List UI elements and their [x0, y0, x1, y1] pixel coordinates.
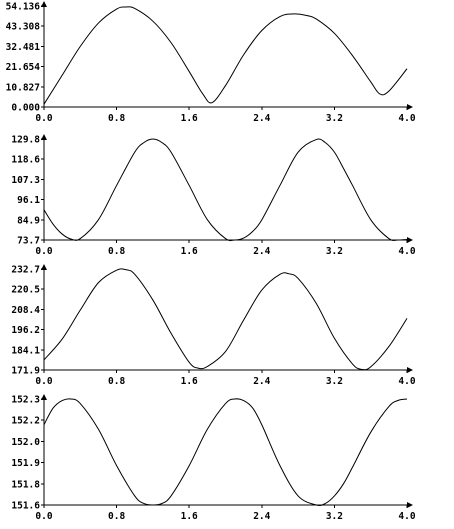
x-axis-arrow-icon [407, 104, 413, 110]
y-tick-label: 84.9 [17, 215, 40, 226]
x-tick-label: 1.6 [181, 376, 198, 387]
x-tick-label: 4.0 [398, 511, 415, 522]
y-tick-label: 107.3 [11, 175, 40, 186]
y-tick-label: 151.6 [11, 501, 40, 512]
x-tick-label: 2.4 [253, 511, 270, 522]
x-tick-label: 0.8 [108, 246, 125, 257]
y-tick-label: 43.308 [6, 22, 41, 33]
x-tick-label: 4.0 [398, 246, 415, 257]
x-tick-label: 4.0 [398, 376, 415, 387]
series-line-3-1 [43, 268, 408, 371]
y-tick-label: 208.4 [11, 305, 40, 316]
y-tick-label: 151.9 [11, 458, 40, 469]
series-line-1-1 [43, 6, 408, 105]
y-tick-label: 152.3 [11, 395, 40, 406]
y-tick-label: 96.1 [17, 195, 40, 206]
x-axis-arrow-icon [407, 237, 413, 243]
y-tick-label: 152.0 [11, 437, 40, 448]
x-tick-label: 3.2 [326, 511, 343, 522]
y-tick-label: 220.5 [11, 285, 40, 296]
x-tick-label: 0.0 [35, 511, 52, 522]
y-tick-label: 10.827 [6, 82, 40, 93]
x-tick-label: 0.8 [108, 113, 125, 124]
x-tick-label: 1.6 [181, 246, 198, 257]
chart-panel-3: 171.9 184.1 196.2 208.4 220.5 232.7 0.0 0.8 1.6 2… [11, 264, 416, 387]
x-tick-label: 0.8 [108, 511, 125, 522]
chart-panel-1: 0.000 10.827 21.654 32.481 43.308 54.136 0.0 0.… [6, 1, 416, 124]
x-tick-label: 3.2 [326, 113, 343, 124]
x-tick-label: 3.2 [326, 246, 343, 257]
y-tick-label: 21.654 [6, 62, 41, 73]
x-axis-arrow-icon [407, 367, 413, 373]
x-tick-label: 0.0 [35, 376, 52, 387]
x-tick-label: 2.4 [253, 246, 270, 257]
x-tick-label: 0.0 [35, 246, 52, 257]
y-tick-label: 171.9 [11, 366, 40, 377]
y-tick-label: 152.2 [11, 416, 40, 427]
chart-panel-4: 151.6 151.8 151.9 152.0 152.2 152.3 0.0 0.8 1.6 2… [11, 394, 416, 522]
y-tick-label: 196.2 [11, 325, 40, 336]
y-tick-label: 32.481 [6, 42, 41, 53]
x-tick-label: 0.8 [108, 376, 125, 387]
x-tick-label: 1.6 [181, 113, 198, 124]
series-line-4-1 [43, 398, 408, 507]
y-tick-label: 0.000 [11, 103, 40, 114]
y-tick-label: 54.136 [6, 2, 41, 13]
x-tick-label: 4.0 [398, 113, 415, 124]
series-line-2-1 [43, 138, 408, 242]
y-tick-label: 118.6 [11, 155, 40, 166]
y-tick-label: 73.7 [17, 236, 40, 247]
x-tick-label: 1.6 [181, 511, 198, 522]
x-tick-label: 3.2 [326, 376, 343, 387]
y-tick-label: 184.1 [11, 345, 40, 356]
x-axis-arrow-icon [407, 502, 413, 508]
chart-panel-2: 73.7 84.9 96.1 107.3 118.6 129.8 0.0 0.8 1.6 2.4 3… [11, 134, 416, 257]
y-tick-label: 151.8 [11, 479, 40, 490]
x-tick-label: 0.0 [35, 113, 52, 124]
y-tick-label: 232.7 [11, 265, 40, 276]
x-tick-label: 2.4 [253, 113, 270, 124]
x-tick-label: 2.4 [253, 376, 270, 387]
y-tick-label: 129.8 [11, 135, 40, 146]
